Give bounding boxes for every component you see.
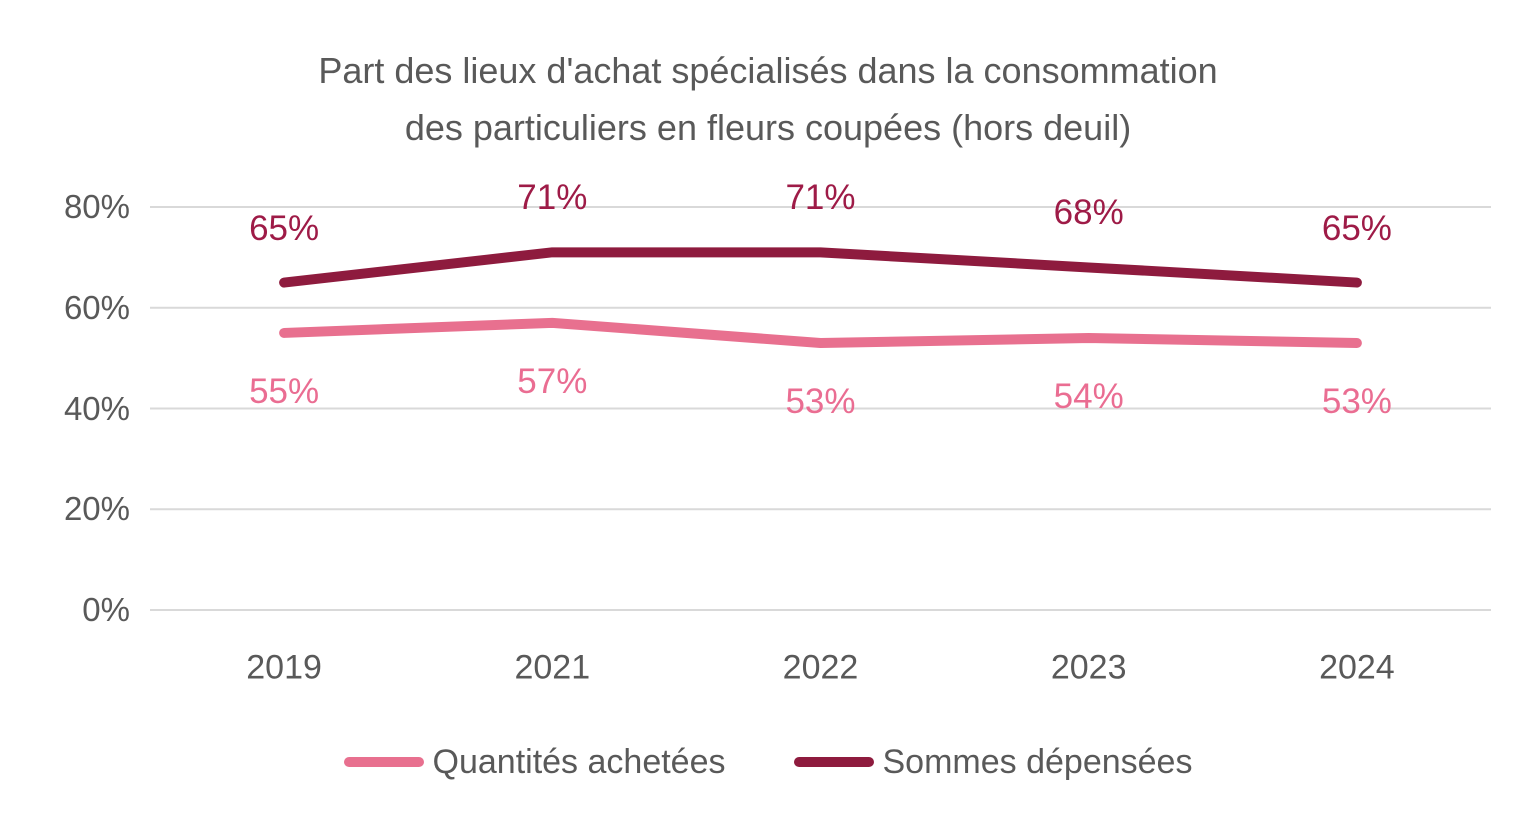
- legend-label-quantites-achetees: Quantités achetées: [432, 742, 726, 781]
- y-axis-tick-label: 60%: [63, 288, 130, 326]
- y-axis-tick-label: 40%: [63, 389, 130, 427]
- x-axis-label: 2019: [246, 648, 322, 687]
- data-label: 57%: [517, 361, 588, 401]
- legend-swatch-quantites-achetees: [343, 757, 424, 767]
- legend-swatch-sommes-depensees: [793, 757, 874, 767]
- data-label: 65%: [1321, 208, 1392, 248]
- data-label: 65%: [249, 208, 320, 248]
- y-axis-tick-label: 20%: [63, 490, 130, 528]
- data-label: 53%: [1321, 382, 1392, 421]
- y-axis-tick-label: 0%: [82, 591, 130, 628]
- y-axis-tick-label: 80%: [63, 188, 130, 225]
- legend-item-quantites-achetees: Quantités achetées: [343, 742, 726, 782]
- data-label: 53%: [785, 382, 856, 421]
- data-label: 54%: [1053, 376, 1124, 416]
- data-label: 68%: [1053, 193, 1124, 233]
- x-axis-label: 2023: [1050, 648, 1127, 687]
- data-label: 55%: [249, 371, 320, 411]
- x-axis-label: 2021: [514, 648, 591, 687]
- chart-title-line2: des particuliers en fleurs coupées (hors…: [404, 107, 1132, 148]
- chart-title: Part des lieux d'achat spécialisés dans …: [0, 42, 1536, 156]
- series-line-0: [279, 317, 1362, 349]
- chart-legend: Quantités achetées Sommes dépensées: [0, 738, 1536, 786]
- data-label: 71%: [785, 178, 856, 218]
- chart-title-line1: Part des lieux d'achat spécialisés dans …: [318, 50, 1218, 91]
- x-axis-label: 2022: [782, 648, 859, 687]
- x-axis-label: 2024: [1319, 648, 1395, 687]
- data-label: 71%: [517, 178, 588, 218]
- legend-label-sommes-depensees: Sommes dépensées: [882, 742, 1193, 781]
- legend-item-sommes-depensees: Sommes dépensées: [793, 742, 1193, 782]
- series-line-1: [279, 247, 1362, 288]
